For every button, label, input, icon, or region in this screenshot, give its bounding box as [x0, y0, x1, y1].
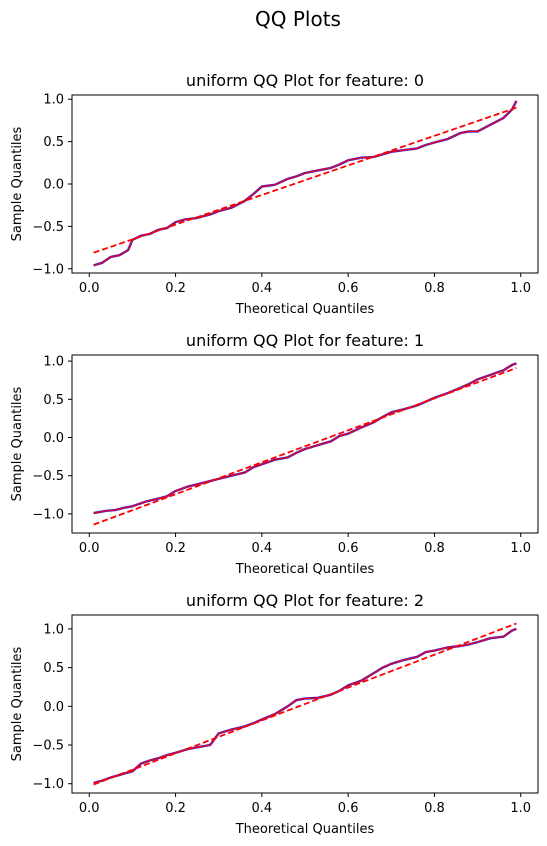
- y-tick-label: −1.0: [32, 507, 64, 522]
- x-tick-label: 0.6: [338, 541, 359, 556]
- x-tick-label: 0.2: [165, 801, 186, 816]
- sample-quantiles-line: [93, 362, 517, 515]
- x-axis-label: Theoretical Quantiles: [235, 302, 375, 317]
- x-axis-label: Theoretical Quantiles: [235, 822, 375, 837]
- x-tick-label: 0.0: [79, 281, 100, 296]
- y-tick-label: −1.0: [32, 777, 64, 792]
- y-tick-label: 1.0: [43, 93, 64, 108]
- y-axis-label: Sample Quantiles: [10, 126, 25, 241]
- x-tick-label: 0.4: [252, 281, 273, 296]
- x-tick-label: 0.4: [252, 801, 273, 816]
- reference-line: [93, 106, 517, 254]
- y-tick-label: −1.0: [32, 262, 64, 277]
- y-tick-label: −0.5: [32, 739, 64, 754]
- x-tick-label: 1.0: [510, 281, 531, 296]
- subplot-title: uniform QQ Plot for feature: 0: [186, 71, 424, 90]
- sample-quantiles-overlay: [93, 628, 517, 784]
- sample-quantiles-overlay: [93, 362, 517, 514]
- x-tick-label: 0.6: [338, 801, 359, 816]
- y-tick-label: −0.5: [32, 220, 64, 235]
- y-axis-label: Sample Quantiles: [10, 386, 25, 501]
- y-tick-label: 0.0: [43, 431, 64, 446]
- y-tick-label: 1.0: [43, 622, 64, 637]
- y-tick-label: −0.5: [32, 469, 64, 484]
- x-tick-label: 0.8: [424, 801, 445, 816]
- y-tick-label: 0.0: [43, 178, 64, 193]
- figure-title: QQ Plots: [255, 7, 341, 31]
- y-tick-label: 0.5: [43, 661, 64, 676]
- y-axis-label: Sample Quantiles: [10, 646, 25, 761]
- y-tick-label: 0.5: [43, 393, 64, 408]
- x-tick-label: 0.0: [79, 541, 100, 556]
- y-tick-label: 0.5: [43, 135, 64, 150]
- x-tick-label: 0.4: [252, 541, 273, 556]
- x-tick-label: 0.8: [424, 541, 445, 556]
- axes-frame: [71, 94, 539, 274]
- x-tick-label: 0.2: [165, 281, 186, 296]
- x-axis-label: Theoretical Quantiles: [235, 562, 375, 577]
- axes-frame: [71, 354, 539, 534]
- x-tick-label: 0.0: [79, 801, 100, 816]
- subplot-feature-1: 0.0 0.2 0.4 0.6 0.8 1.0 −1.0 −0.5 0.0 0.5 1.0 unifo…: [10, 331, 539, 577]
- y-tick-label: 0.0: [43, 700, 64, 715]
- subplot-feature-0: 0.0 0.2 0.4 0.6 0.8 1.0 −1.0 −0.5 0.0 0.5 1.0 unifo…: [10, 71, 539, 317]
- reference-line: [93, 367, 517, 526]
- reference-line: [93, 622, 517, 786]
- x-tick-label: 0.8: [424, 281, 445, 296]
- x-tick-label: 0.6: [338, 281, 359, 296]
- sample-quantiles-overlay: [93, 100, 517, 266]
- x-tick-label: 1.0: [510, 801, 531, 816]
- x-tick-label: 1.0: [510, 541, 531, 556]
- subplot-title: uniform QQ Plot for feature: 1: [186, 331, 424, 350]
- y-tick-label: 1.0: [43, 355, 64, 370]
- x-tick-label: 0.2: [165, 541, 186, 556]
- axes-frame: [71, 614, 539, 794]
- subplot-title: uniform QQ Plot for feature: 2: [186, 591, 424, 610]
- subplot-feature-2: 0.0 0.2 0.4 0.6 0.8 1.0 −1.0 −0.5 0.0 0.5 1.0 unifo…: [10, 591, 539, 837]
- sample-quantiles-line: [93, 100, 518, 267]
